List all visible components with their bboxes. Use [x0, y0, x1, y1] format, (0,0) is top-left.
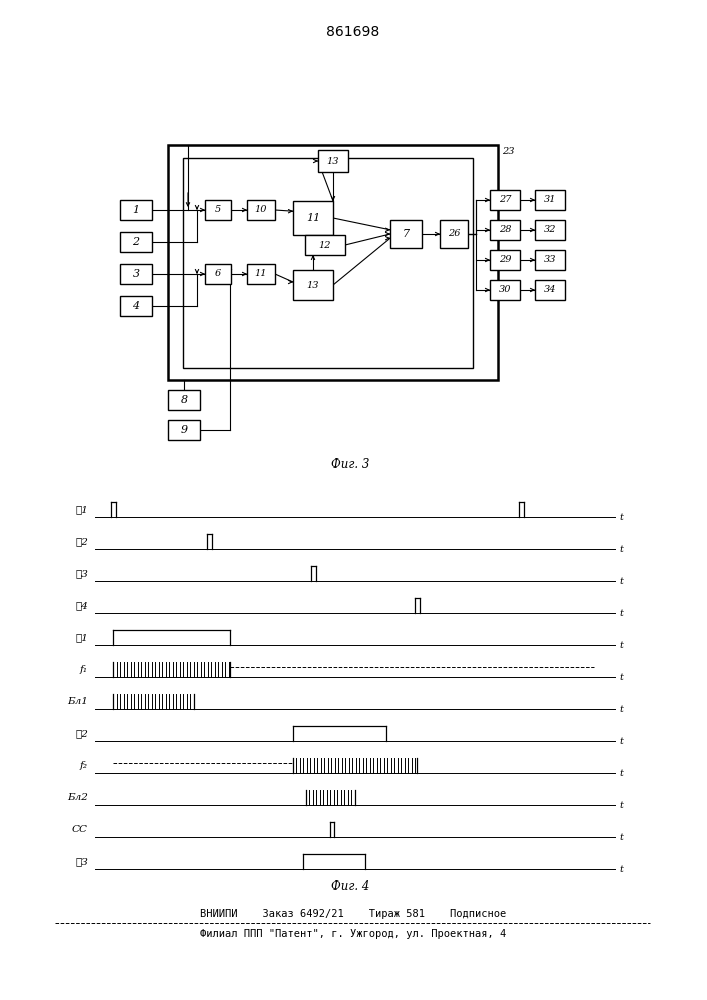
Text: 䄏2: 䄏2: [75, 537, 88, 546]
Bar: [120, 264, 152, 284]
Text: 䄏1: 䄏1: [75, 505, 88, 514]
Text: t: t: [619, 704, 623, 714]
Text: 32: 32: [544, 226, 556, 234]
Bar: [535, 220, 565, 240]
Text: t: t: [619, 641, 623, 650]
Text: 6: 6: [215, 269, 221, 278]
Text: f₂: f₂: [80, 761, 88, 770]
Text: f₁: f₁: [80, 665, 88, 674]
Text: 33: 33: [544, 255, 556, 264]
Text: t: t: [619, 864, 623, 874]
Text: 34: 34: [544, 286, 556, 294]
Text: t: t: [619, 672, 623, 682]
Bar: [305, 235, 345, 255]
Bar: [168, 420, 200, 440]
Text: 23: 23: [502, 147, 515, 156]
Text: СС: СС: [72, 825, 88, 834]
Text: t: t: [619, 576, 623, 585]
Bar: [490, 220, 520, 240]
Text: 8: 8: [180, 395, 187, 405]
Text: 27: 27: [498, 196, 511, 205]
Bar: [390, 220, 422, 248]
Text: 29: 29: [498, 255, 511, 264]
Bar: [168, 390, 200, 410]
Text: 26: 26: [448, 230, 460, 238]
Text: 11: 11: [255, 269, 267, 278]
Text: t: t: [619, 544, 623, 554]
Text: t: t: [619, 800, 623, 810]
Bar: [205, 264, 231, 284]
Bar: [440, 220, 468, 248]
Bar: [293, 201, 333, 235]
Text: 3: 3: [132, 269, 139, 279]
Bar: [490, 280, 520, 300]
Text: 䄏4: 䄏4: [75, 601, 88, 610]
Text: t: t: [619, 832, 623, 842]
Bar: [183, 158, 473, 368]
Bar: [293, 270, 333, 300]
Text: t: t: [619, 736, 623, 746]
Text: Фиг. 3: Фиг. 3: [331, 458, 369, 472]
Text: 10: 10: [255, 206, 267, 215]
Bar: [247, 264, 275, 284]
Text: 861698: 861698: [327, 25, 380, 39]
Text: 䈯2: 䈯2: [75, 729, 88, 738]
Bar: [535, 190, 565, 210]
Bar: [205, 200, 231, 220]
Text: 12: 12: [319, 240, 332, 249]
Text: t: t: [619, 768, 623, 778]
Bar: [168, 145, 498, 380]
Text: 䄏3: 䄏3: [75, 569, 88, 578]
Text: 28: 28: [498, 226, 511, 234]
Text: 5: 5: [215, 206, 221, 215]
Text: 1: 1: [132, 205, 139, 215]
Bar: [318, 150, 348, 172]
Text: 31: 31: [544, 196, 556, 205]
Text: 2: 2: [132, 237, 139, 247]
Text: Филиал ППП "Патент", г. Ужгород, ул. Проектная, 4: Филиал ППП "Патент", г. Ужгород, ул. Про…: [200, 929, 506, 939]
Text: 13: 13: [327, 156, 339, 165]
Bar: [535, 250, 565, 270]
Text: 9: 9: [180, 425, 187, 435]
Text: Фиг. 4: Фиг. 4: [331, 880, 369, 894]
Bar: [120, 200, 152, 220]
Bar: [120, 296, 152, 316]
Bar: [120, 232, 152, 252]
Text: ВНИИПИ    Заказ 6492/21    Тираж 581    Подписное: ВНИИПИ Заказ 6492/21 Тираж 581 Подписное: [200, 909, 506, 919]
Text: 䈯З: 䈯З: [75, 857, 88, 866]
Text: 䈯1: 䈯1: [75, 633, 88, 642]
Text: t: t: [619, 512, 623, 522]
Text: 7: 7: [402, 229, 409, 239]
Text: t: t: [619, 608, 623, 617]
Bar: [535, 280, 565, 300]
Bar: [490, 250, 520, 270]
Bar: [490, 190, 520, 210]
Bar: [247, 200, 275, 220]
Text: Бл1: Бл1: [67, 697, 88, 706]
Text: Бл2: Бл2: [67, 793, 88, 802]
Text: 30: 30: [498, 286, 511, 294]
Text: 13: 13: [307, 280, 320, 290]
Text: 11: 11: [306, 213, 320, 223]
Text: 4: 4: [132, 301, 139, 311]
